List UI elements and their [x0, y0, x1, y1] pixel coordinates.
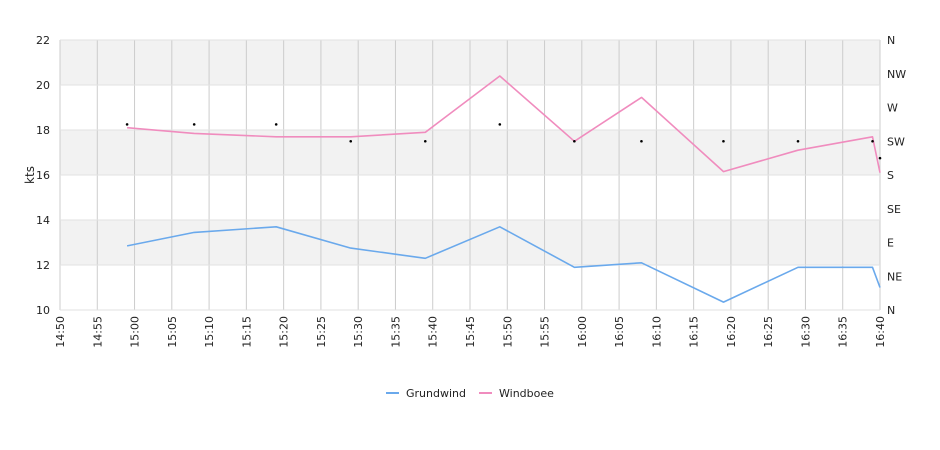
direction-marker	[796, 139, 800, 143]
direction-marker	[640, 139, 643, 143]
direction-tick-label: E	[887, 237, 894, 250]
direction-axis-labels: N NE E SE S SW W NW N	[887, 34, 906, 317]
direction-marker	[573, 139, 576, 143]
y-tick-label: 22	[36, 34, 50, 47]
direction-tick-label: NE	[887, 270, 902, 283]
direction-tick-label: N	[887, 34, 895, 47]
direction-tick-label: NW	[887, 68, 906, 81]
direction-tick-label: N	[887, 304, 895, 317]
direction-marker	[878, 156, 882, 160]
x-tick-label: 15:15	[240, 316, 253, 348]
legend-label-grundwind: Grundwind	[406, 387, 466, 400]
x-tick-label: 16:35	[837, 316, 850, 348]
x-tick-label: 15:00	[129, 316, 142, 348]
direction-marker	[871, 139, 874, 143]
x-tick-label: 14:55	[91, 316, 104, 348]
y-tick-label: 16	[36, 169, 50, 182]
direction-tick-label: SE	[887, 203, 901, 216]
y-axis-labels: 10 12 14 16 18 20 22	[36, 34, 50, 317]
x-tick-label: 15:05	[166, 316, 179, 348]
direction-tick-label: SW	[887, 135, 905, 148]
y-axis-title: kts	[23, 166, 37, 184]
legend: Grundwind Windboee	[386, 387, 554, 400]
x-tick-label: 14:50	[54, 316, 67, 348]
direction-markers	[125, 123, 882, 160]
direction-marker	[498, 123, 502, 126]
x-tick-label: 15:20	[278, 316, 291, 348]
y-tick-label: 20	[36, 79, 50, 92]
x-tick-label: 15:25	[315, 316, 328, 348]
x-tick-label: 16:40	[874, 316, 887, 348]
x-tick-label: 16:30	[799, 316, 812, 348]
x-tick-label: 15:10	[203, 316, 216, 348]
direction-tick-label: W	[887, 102, 898, 115]
x-tick-label: 15:30	[352, 316, 365, 348]
legend-label-windboee: Windboee	[499, 387, 554, 400]
x-axis-labels: 14:50 14:55 15:00 15:05 15:10 15:15 15:20 15:25…	[54, 316, 887, 348]
y-tick-label: 10	[36, 304, 50, 317]
y-tick-label: 14	[36, 214, 50, 227]
direction-marker	[423, 139, 427, 143]
x-tick-label: 15:50	[501, 316, 514, 348]
direction-marker	[274, 123, 278, 126]
x-tick-label: 15:45	[464, 316, 477, 348]
x-tick-label: 15:40	[427, 316, 440, 348]
direction-marker	[192, 123, 196, 126]
series-line-windboee	[127, 75, 881, 173]
x-tick-label: 16:15	[688, 316, 701, 348]
y-tick-label: 18	[36, 124, 50, 137]
series-line-grundwind	[126, 226, 881, 303]
direction-tick-label: S	[887, 169, 894, 182]
x-tick-label: 15:35	[389, 316, 402, 348]
direction-marker	[125, 123, 129, 126]
x-tick-label: 16:05	[613, 316, 626, 348]
x-tick-label: 16:20	[725, 316, 738, 348]
direction-marker	[722, 139, 725, 143]
series-lines	[126, 75, 881, 303]
x-tick-label: 16:10	[650, 316, 663, 348]
direction-marker	[349, 139, 353, 143]
x-tick-label: 15:55	[539, 316, 552, 348]
x-tick-label: 16:25	[762, 316, 775, 348]
x-tick-label: 16:00	[576, 316, 589, 348]
y-tick-label: 12	[36, 259, 50, 272]
horizontal-grid	[60, 39, 880, 311]
